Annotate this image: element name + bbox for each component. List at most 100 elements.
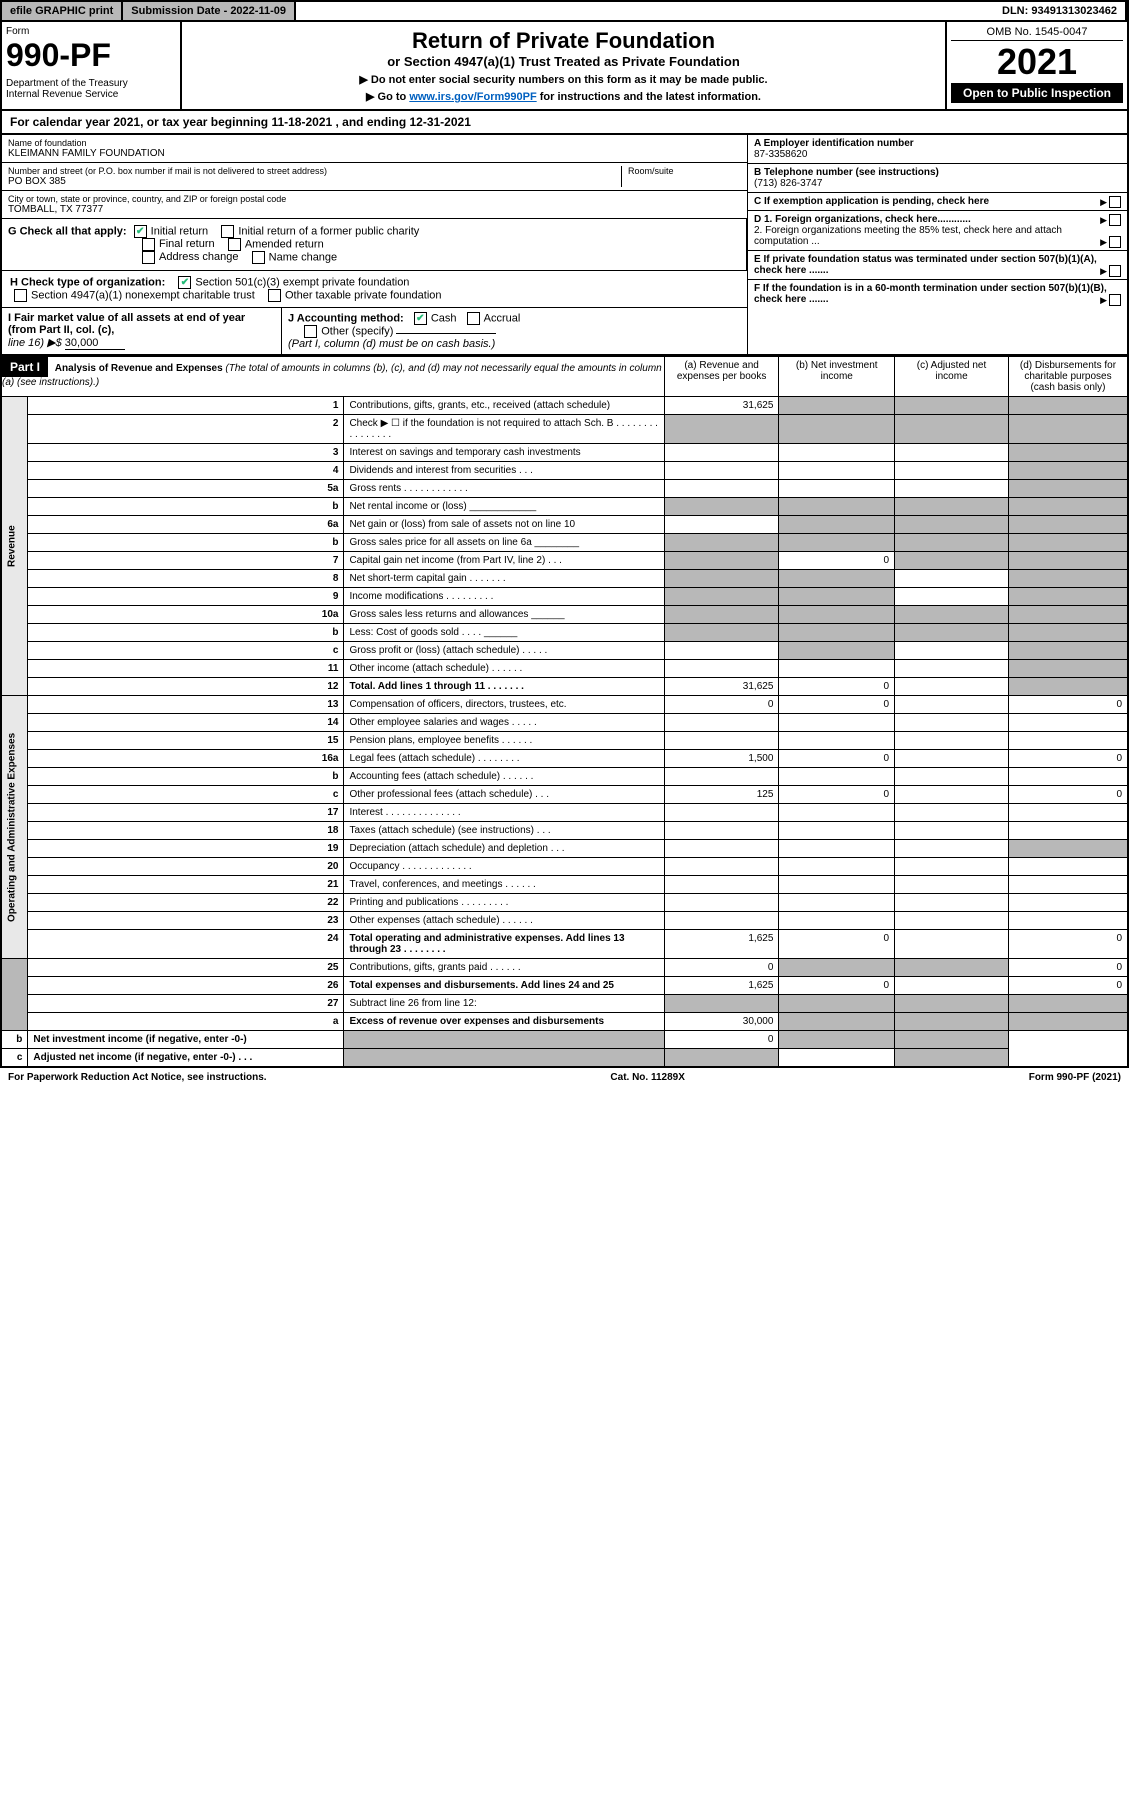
value-cell (1008, 912, 1128, 930)
line-description: Dividends and interest from securities .… (344, 462, 664, 480)
table-row: 8Net short-term capital gain . . . . . .… (1, 570, 1128, 588)
value-cell: 0 (1008, 930, 1128, 959)
value-cell (1008, 714, 1128, 732)
value-cell (664, 732, 779, 750)
value-cell (779, 415, 895, 444)
other-method-check[interactable] (304, 325, 317, 338)
table-row: 10aGross sales less returns and allowanc… (1, 606, 1128, 624)
value-cell (1008, 516, 1128, 534)
value-cell (779, 1031, 895, 1049)
line-description: Total operating and administrative expen… (344, 930, 664, 959)
4947-check[interactable] (14, 289, 27, 302)
value-cell: 0 (664, 1031, 779, 1049)
value-cell (895, 786, 1009, 804)
irs-link[interactable]: www.irs.gov/Form990PF (409, 91, 536, 103)
omb-number: OMB No. 1545-0047 (951, 26, 1123, 41)
line-number: 13 (28, 696, 344, 714)
form-title: Return of Private Foundation (188, 28, 939, 54)
value-cell (664, 516, 779, 534)
initial-return-check[interactable] (134, 225, 147, 238)
value-cell: 0 (779, 696, 895, 714)
value-cell (664, 912, 779, 930)
value-cell (895, 804, 1009, 822)
table-row: 20Occupancy . . . . . . . . . . . . . (1, 858, 1128, 876)
line-description: Gross rents . . . . . . . . . . . . (344, 480, 664, 498)
table-row: 21Travel, conferences, and meetings . . … (1, 876, 1128, 894)
value-cell (664, 552, 779, 570)
line-description: Interest on savings and temporary cash i… (344, 444, 664, 462)
amended-check[interactable] (228, 238, 241, 251)
e-row: E If private foundation status was termi… (748, 251, 1127, 280)
table-row: 14Other employee salaries and wages . . … (1, 714, 1128, 732)
value-cell (779, 480, 895, 498)
line-number: 15 (28, 732, 344, 750)
table-row: 26Total expenses and disbursements. Add … (1, 977, 1128, 995)
f-check[interactable] (1109, 294, 1121, 306)
value-cell (779, 570, 895, 588)
value-cell (895, 1049, 1009, 1068)
value-cell (1008, 876, 1128, 894)
value-cell (1008, 480, 1128, 498)
d1-check[interactable] (1109, 214, 1121, 226)
value-cell (779, 397, 895, 415)
entity-info: Name of foundation KLEIMANN FAMILY FOUND… (0, 135, 1129, 356)
line-description: Subtract line 26 from line 12: (344, 995, 664, 1013)
value-cell (779, 588, 895, 606)
value-cell: 0 (1008, 977, 1128, 995)
tax-year: 2021 (951, 41, 1123, 83)
value-cell: 0 (779, 977, 895, 995)
table-row: bAccounting fees (attach schedule) . . .… (1, 768, 1128, 786)
value-cell (895, 930, 1009, 959)
cash-check[interactable] (414, 312, 427, 325)
value-cell (779, 624, 895, 642)
value-cell (664, 876, 779, 894)
table-row: cAdjusted net income (if negative, enter… (1, 1049, 1128, 1068)
final-return-check[interactable] (142, 238, 155, 251)
efile-label[interactable]: efile GRAPHIC print (2, 2, 123, 20)
table-row: cGross profit or (loss) (attach schedule… (1, 642, 1128, 660)
table-row: 23Other expenses (attach schedule) . . .… (1, 912, 1128, 930)
line-description: Gross profit or (loss) (attach schedule)… (344, 642, 664, 660)
d2-check[interactable] (1109, 236, 1121, 248)
accrual-check[interactable] (467, 312, 480, 325)
initial-former-check[interactable] (221, 225, 234, 238)
line-number: 5a (28, 480, 344, 498)
opex-section-label: Operating and Administrative Expenses (1, 696, 28, 959)
name-change-check[interactable] (252, 251, 265, 264)
col-a-header: (a) Revenue and expenses per books (664, 357, 779, 397)
line-description: Occupancy . . . . . . . . . . . . . (344, 858, 664, 876)
table-row: 11Other income (attach schedule) . . . .… (1, 660, 1128, 678)
other-taxable-check[interactable] (268, 289, 281, 302)
value-cell (779, 516, 895, 534)
value-cell (779, 912, 895, 930)
address-change-check[interactable] (142, 251, 155, 264)
room-label: Room/suite (628, 166, 741, 176)
line-description: Legal fees (attach schedule) . . . . . .… (344, 750, 664, 768)
line-description: Depreciation (attach schedule) and deple… (344, 840, 664, 858)
line-number: 14 (28, 714, 344, 732)
table-row: bGross sales price for all assets on lin… (1, 534, 1128, 552)
table-row: cOther professional fees (attach schedul… (1, 786, 1128, 804)
value-cell: 31,625 (664, 397, 779, 415)
value-cell (1008, 1013, 1128, 1031)
value-cell (1008, 570, 1128, 588)
table-row: 2Check ▶ ☐ if the foundation is not requ… (1, 415, 1128, 444)
value-cell (1008, 822, 1128, 840)
c-check[interactable] (1109, 196, 1121, 208)
table-row: 24Total operating and administrative exp… (1, 930, 1128, 959)
line-description: Check ▶ ☐ if the foundation is not requi… (344, 415, 664, 444)
d-row: D 1. Foreign organizations, check here..… (748, 211, 1127, 251)
line-number: b (28, 768, 344, 786)
value-cell: 0 (779, 552, 895, 570)
value-cell (664, 1049, 779, 1068)
line-number: 16a (28, 750, 344, 768)
501c3-check[interactable] (178, 276, 191, 289)
e-check[interactable] (1109, 265, 1121, 277)
value-cell (1008, 462, 1128, 480)
line-description: Other employee salaries and wages . . . … (344, 714, 664, 732)
value-cell (779, 768, 895, 786)
line-number: 4 (28, 462, 344, 480)
line-number: 2 (28, 415, 344, 444)
blank-section (1, 959, 28, 1031)
value-cell (1008, 894, 1128, 912)
